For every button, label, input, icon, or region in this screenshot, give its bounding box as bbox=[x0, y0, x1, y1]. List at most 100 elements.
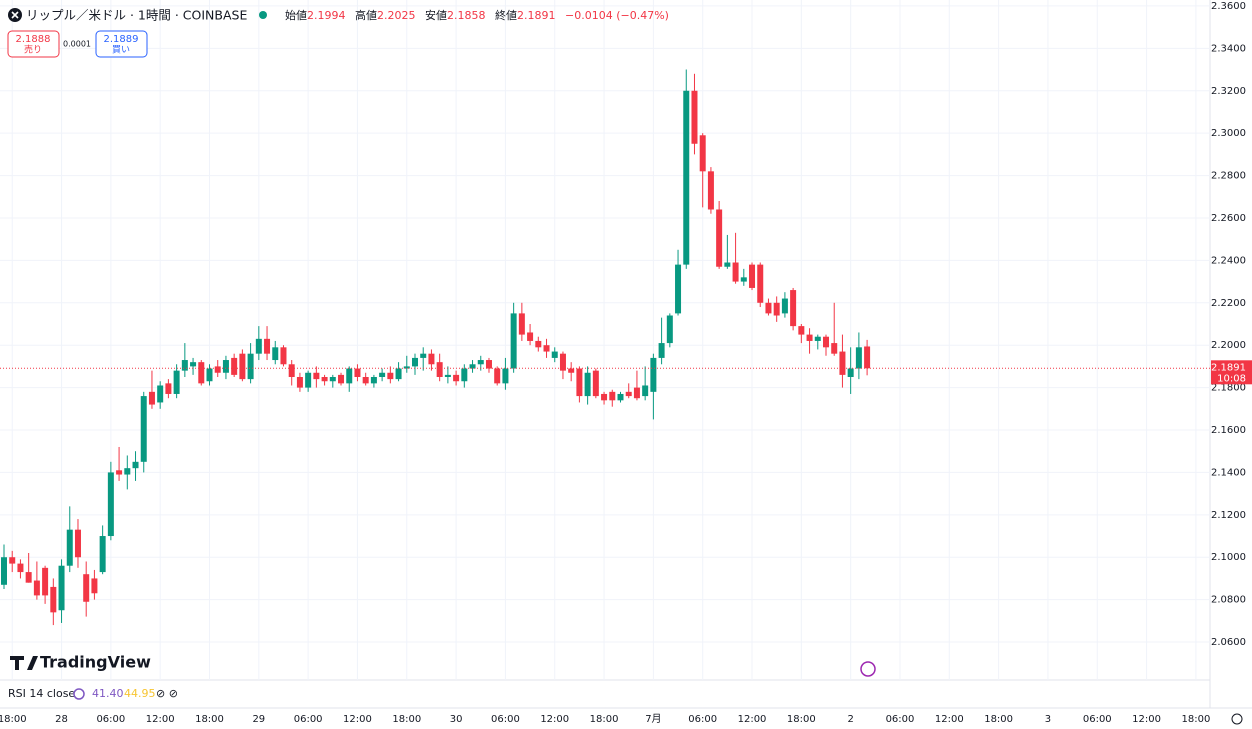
candle-body bbox=[288, 364, 295, 378]
y-tick-label: 2.1200 bbox=[1211, 510, 1246, 521]
candle-body bbox=[214, 366, 221, 373]
candle-body bbox=[387, 372, 394, 380]
candle-body bbox=[781, 298, 788, 314]
candle-body bbox=[272, 347, 279, 361]
candle-body bbox=[173, 370, 180, 394]
brand-logo bbox=[10, 656, 38, 670]
candle-body bbox=[683, 90, 690, 265]
candle-body bbox=[17, 563, 24, 573]
y-tick-label: 2.3200 bbox=[1211, 86, 1246, 97]
candle-body bbox=[280, 347, 287, 365]
candle-body bbox=[864, 346, 871, 369]
sell-label: 売り bbox=[24, 44, 42, 56]
rsi-ma: 44.95 bbox=[124, 687, 156, 700]
buy-button[interactable] bbox=[95, 30, 148, 58]
candle-body bbox=[329, 377, 336, 382]
candle-body bbox=[823, 336, 829, 348]
candle-body bbox=[625, 391, 632, 397]
x-tick-label: 12:00 bbox=[738, 714, 767, 725]
settings-icon[interactable] bbox=[1231, 713, 1243, 725]
sell-price: 2.1888 bbox=[16, 34, 51, 45]
x-tick-label: 12:00 bbox=[146, 714, 175, 725]
candle-body bbox=[9, 557, 16, 564]
sell-button[interactable] bbox=[7, 30, 60, 58]
candle-body bbox=[99, 536, 106, 573]
candle-body bbox=[461, 368, 468, 382]
y-tick-label: 2.0600 bbox=[1211, 637, 1246, 648]
grid bbox=[0, 0, 1210, 680]
candle-body bbox=[206, 368, 213, 382]
candle-body bbox=[518, 313, 525, 335]
chart-title: リップル／米ドル · 1時間 · COINBASE bbox=[26, 8, 247, 23]
y-tick-label: 2.3600 bbox=[1211, 1, 1246, 12]
candle-body bbox=[773, 302, 780, 316]
candle-body bbox=[370, 377, 377, 384]
y-tick-label: 2.1800 bbox=[1211, 383, 1246, 394]
x-tick-label: 28 bbox=[55, 714, 68, 725]
candle-body bbox=[691, 90, 698, 144]
candle-body bbox=[313, 372, 320, 380]
buy-label: 買い bbox=[112, 45, 130, 56]
open-label: 始値 bbox=[285, 8, 307, 22]
candle-body bbox=[831, 343, 838, 354]
candle-body bbox=[305, 372, 312, 388]
candle-body bbox=[231, 357, 238, 375]
x-tick-label: 12:00 bbox=[540, 714, 569, 725]
candle-body bbox=[617, 393, 624, 401]
candle-body bbox=[412, 357, 418, 367]
x-tick-label: 18:00 bbox=[392, 714, 421, 725]
candle-body bbox=[592, 370, 599, 397]
candle-body bbox=[1, 557, 7, 585]
candle-body bbox=[576, 368, 583, 397]
candle-body bbox=[74, 529, 81, 558]
rsi-icon bbox=[73, 688, 85, 700]
candle-body bbox=[502, 368, 509, 384]
candle-body bbox=[527, 332, 534, 341]
y-tick-label: 2.0800 bbox=[1211, 595, 1246, 606]
y-tick-label: 2.1400 bbox=[1211, 467, 1246, 478]
candle-body bbox=[91, 578, 98, 594]
candle-body bbox=[469, 364, 476, 369]
candle-body bbox=[395, 368, 402, 380]
y-tick-label: 2.2400 bbox=[1211, 255, 1246, 266]
x-tick-label: 18:00 bbox=[0, 714, 27, 725]
ohlc-header: 始値2.1994 高値2.2025 安値2.1858 終値2.1891 −0.0… bbox=[285, 8, 669, 22]
countdown: 10:08 bbox=[1217, 373, 1246, 384]
candle-body bbox=[732, 262, 739, 282]
candle-body bbox=[847, 368, 854, 378]
candles bbox=[0, 69, 1210, 626]
candle-body bbox=[296, 377, 303, 388]
candle-body bbox=[148, 391, 155, 405]
candle-body bbox=[255, 338, 262, 354]
candle-body bbox=[181, 360, 188, 371]
candle-body bbox=[420, 353, 427, 358]
candle-body bbox=[855, 347, 862, 369]
candle-body bbox=[699, 135, 706, 172]
candle-body bbox=[568, 368, 575, 373]
last-price-box bbox=[1211, 360, 1252, 385]
candle-body bbox=[601, 393, 608, 401]
candle-body bbox=[33, 580, 40, 596]
candle-body bbox=[494, 368, 501, 384]
x-tick-label: 12:00 bbox=[1132, 714, 1161, 725]
x-tick-label: 06:00 bbox=[886, 714, 915, 725]
candle-body bbox=[675, 264, 682, 314]
x-tick-label: 06:00 bbox=[1083, 714, 1112, 725]
candle-body bbox=[757, 264, 764, 303]
candle-body bbox=[609, 391, 616, 401]
candle-body bbox=[157, 385, 164, 403]
x-tick-label: 18:00 bbox=[984, 714, 1013, 725]
event-icon[interactable] bbox=[860, 661, 876, 677]
candle-body bbox=[798, 326, 805, 335]
symbol-icon-mark bbox=[11, 11, 19, 19]
y-tick-label: 2.3400 bbox=[1211, 43, 1246, 54]
candle-body bbox=[453, 374, 460, 382]
rsi-label: RSI 14 close bbox=[8, 687, 75, 700]
candle-body bbox=[650, 357, 657, 392]
x-tick-label: 18:00 bbox=[1181, 714, 1210, 725]
candle-body bbox=[140, 396, 147, 462]
x-tick-label: 18:00 bbox=[590, 714, 619, 725]
candle-body bbox=[58, 565, 65, 611]
x-tick-label: 2 bbox=[847, 714, 853, 725]
